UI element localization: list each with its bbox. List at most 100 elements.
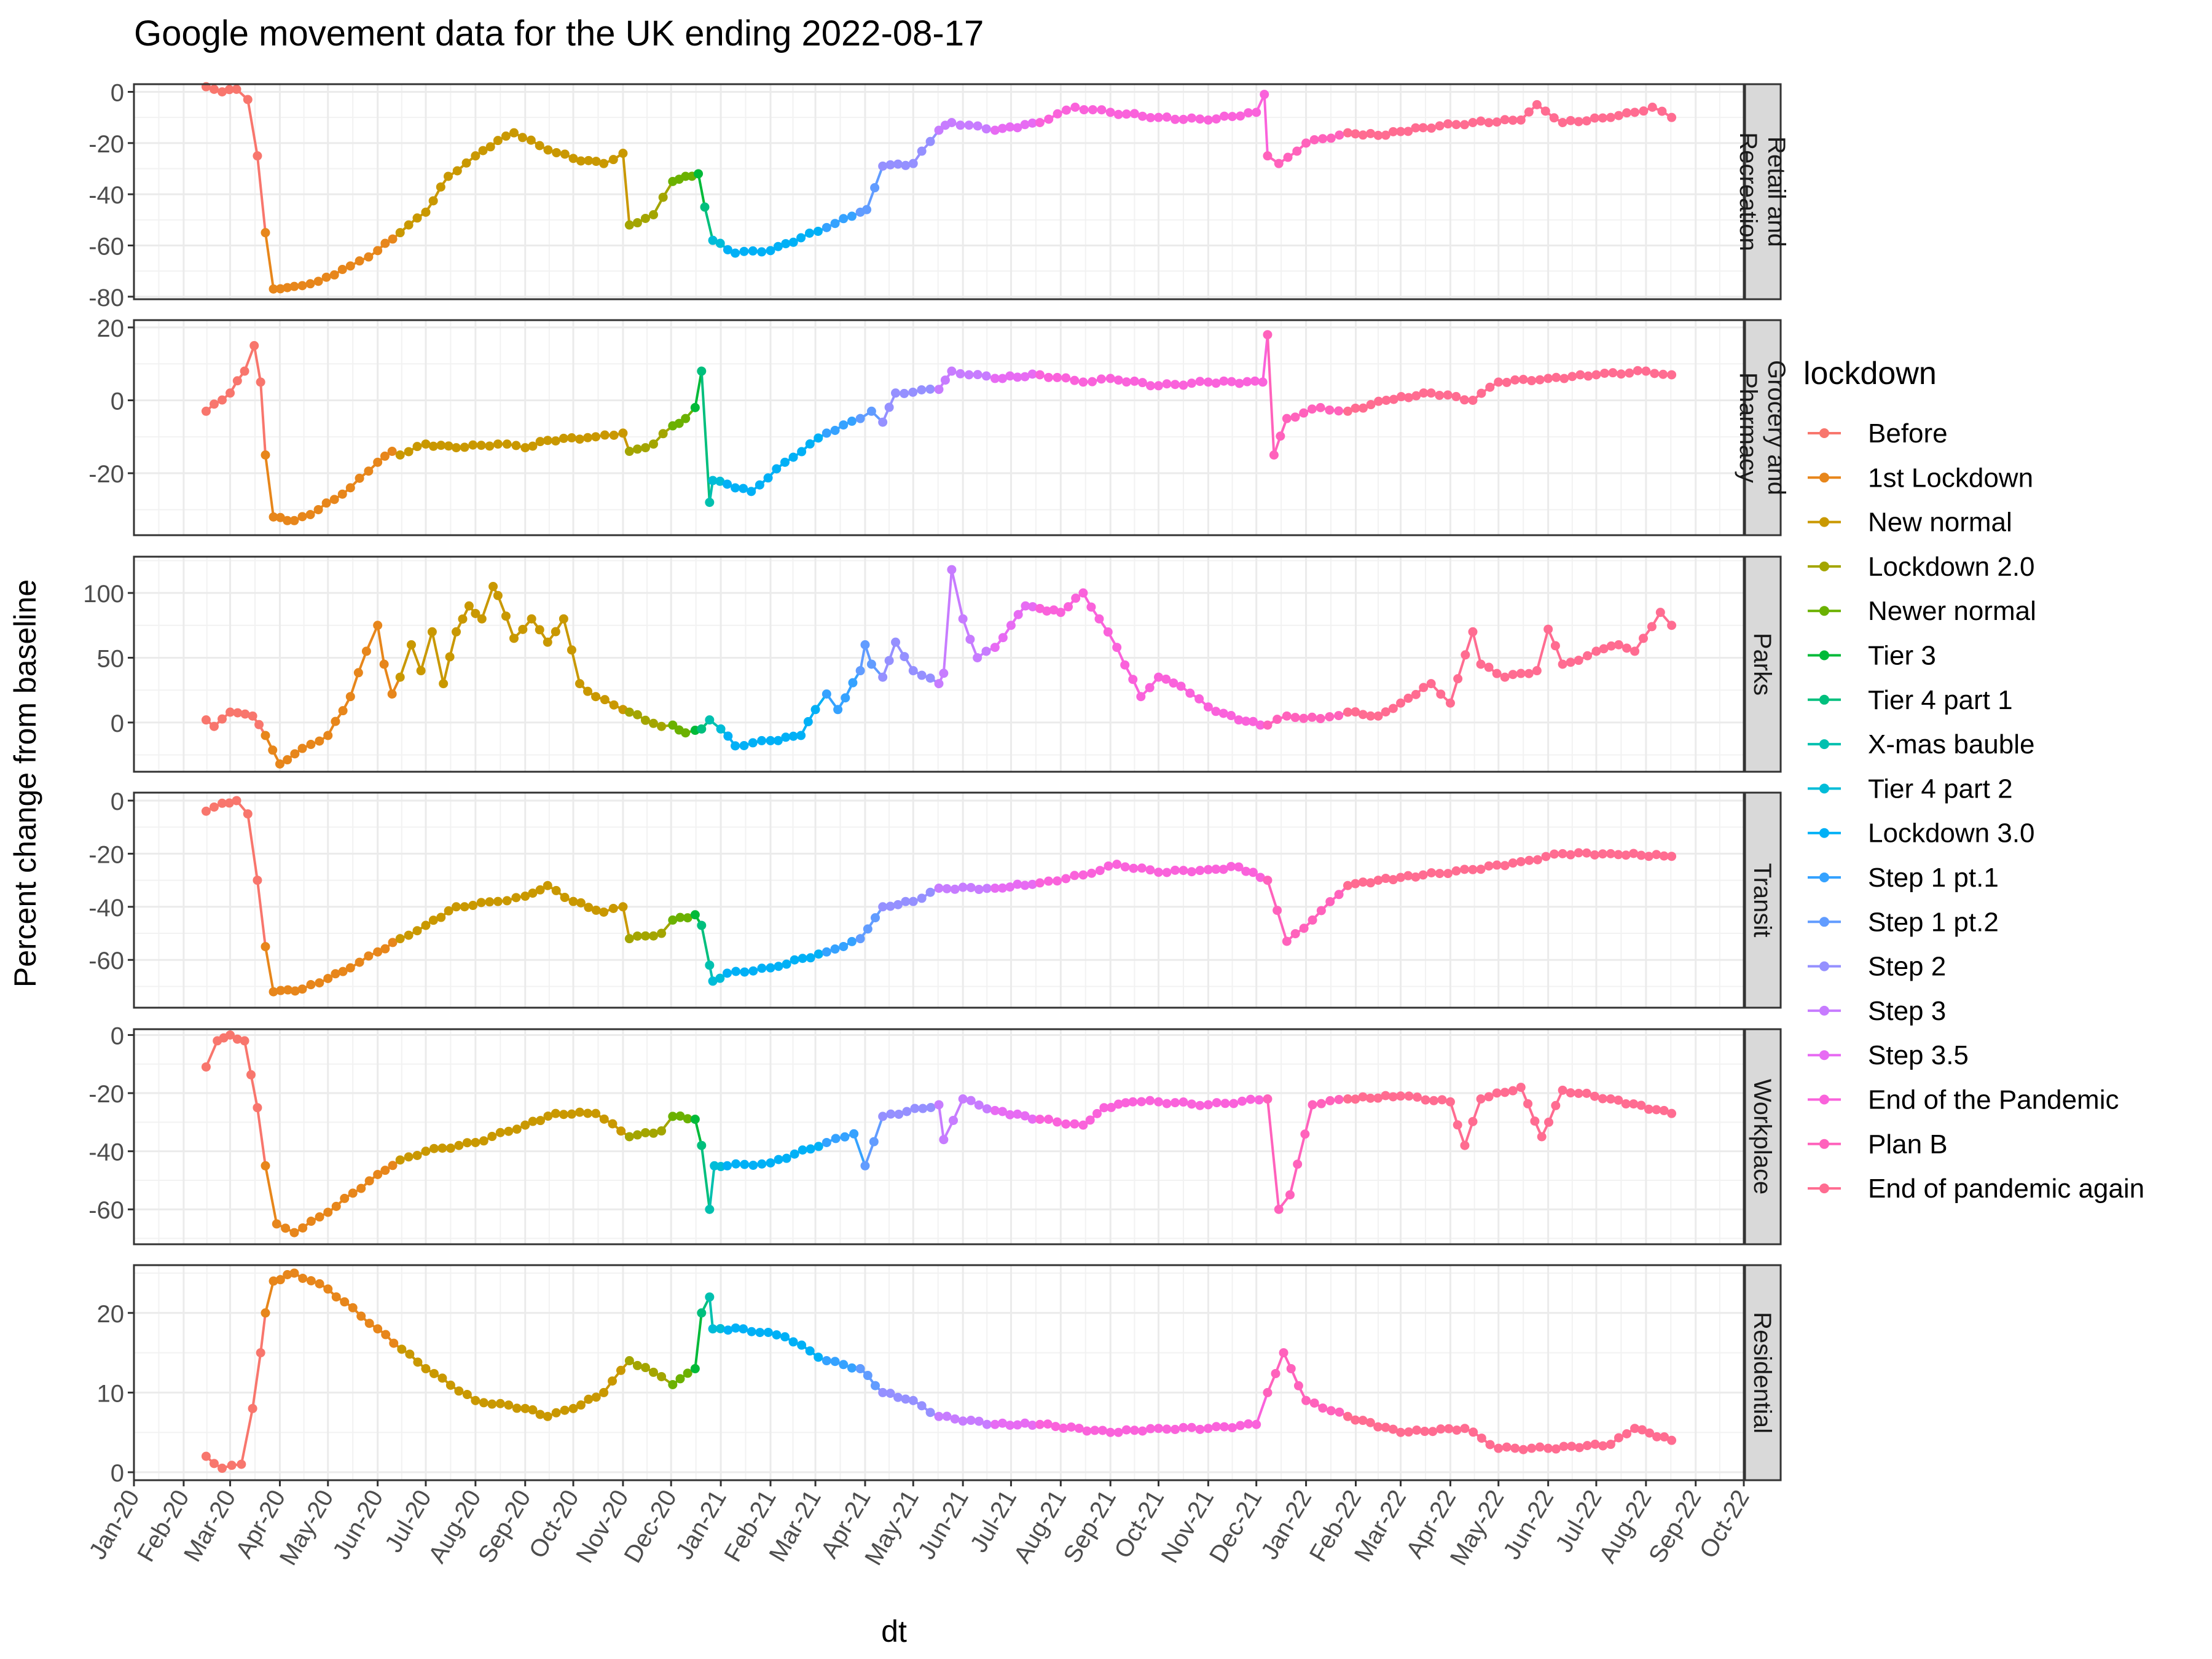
- data-point: [675, 1374, 685, 1384]
- y-axis-title: Percent change from baseline: [8, 579, 42, 987]
- data-point: [1606, 112, 1615, 122]
- data-point: [1170, 1098, 1180, 1108]
- data-point: [338, 706, 348, 716]
- data-point: [870, 1381, 880, 1390]
- data-point: [1381, 130, 1390, 140]
- data-point: [925, 1408, 935, 1418]
- data-point: [1334, 406, 1344, 416]
- data-point: [1121, 1098, 1131, 1108]
- data-point: [1212, 1098, 1222, 1108]
- facet-strip-label: Recreation: [1735, 132, 1762, 251]
- data-point: [1211, 378, 1221, 388]
- series-line-segment: [251, 1352, 262, 1409]
- data-point: [1621, 1099, 1631, 1109]
- data-point: [885, 160, 895, 170]
- data-point: [1263, 330, 1273, 340]
- data-point: [723, 731, 733, 741]
- data-point: [1343, 707, 1352, 717]
- data-point: [1582, 1441, 1592, 1451]
- data-point: [1005, 1110, 1015, 1120]
- data-point: [520, 1403, 530, 1413]
- data-point: [281, 1223, 291, 1233]
- data-point: [640, 443, 650, 453]
- legend-key-point: [1819, 961, 1829, 971]
- data-point: [755, 1328, 765, 1338]
- data-point: [723, 1325, 733, 1335]
- data-point: [275, 284, 285, 294]
- data-point: [520, 892, 530, 901]
- data-point: [773, 735, 783, 745]
- data-point: [1625, 368, 1634, 378]
- data-point: [1502, 1442, 1512, 1452]
- series-line-segment: [264, 1165, 278, 1225]
- data-point: [958, 1094, 968, 1104]
- data-point: [1211, 707, 1221, 716]
- data-point: [708, 1324, 718, 1334]
- data-point: [839, 420, 849, 430]
- data-point: [690, 1364, 700, 1374]
- data-point: [947, 118, 957, 127]
- data-point: [966, 1416, 976, 1426]
- data-point: [1351, 129, 1360, 139]
- data-point: [517, 133, 527, 143]
- data-point: [781, 239, 791, 249]
- data-point: [1254, 1095, 1264, 1105]
- data-point: [471, 1395, 480, 1405]
- data-point: [862, 205, 872, 214]
- series-line-segment: [256, 1107, 267, 1166]
- data-point: [445, 652, 455, 662]
- data-point: [833, 705, 843, 715]
- data-point: [428, 441, 438, 451]
- data-point: [1301, 138, 1311, 148]
- data-point: [1599, 368, 1609, 378]
- data-point: [323, 731, 333, 740]
- data-point: [283, 516, 292, 525]
- data-point: [511, 893, 521, 903]
- data-point: [747, 1327, 756, 1336]
- data-point: [412, 213, 422, 223]
- data-point: [504, 1126, 514, 1136]
- data-point: [283, 1269, 292, 1279]
- legend-item: Step 3: [1808, 996, 1946, 1026]
- data-point: [1403, 693, 1413, 703]
- data-point: [668, 1379, 678, 1389]
- data-point: [1255, 873, 1265, 882]
- data-point: [331, 716, 340, 726]
- data-point: [1652, 1432, 1662, 1441]
- data-point: [849, 1129, 859, 1139]
- data-point: [708, 976, 718, 986]
- data-point: [1544, 1117, 1554, 1127]
- data-point: [648, 718, 658, 728]
- data-point: [1316, 1099, 1326, 1108]
- data-point: [1655, 608, 1665, 618]
- y-tick-label: 0: [111, 788, 124, 815]
- data-point: [1242, 377, 1252, 386]
- data-point: [1263, 1094, 1273, 1104]
- data-point: [1530, 1116, 1540, 1126]
- data-point: [1274, 159, 1284, 168]
- data-point: [1020, 1418, 1030, 1428]
- data-point: [460, 902, 469, 912]
- data-point: [1518, 1445, 1528, 1454]
- data-point: [437, 1373, 447, 1383]
- data-point: [1574, 656, 1583, 665]
- data-point: [658, 192, 668, 202]
- data-point: [917, 1401, 927, 1411]
- series-line-segment: [205, 1040, 219, 1068]
- data-point: [917, 146, 927, 156]
- data-point: [444, 441, 453, 451]
- data-point: [715, 238, 725, 248]
- data-point: [306, 1217, 316, 1226]
- data-point: [1120, 660, 1130, 670]
- series-line-segment: [246, 814, 259, 880]
- data-point: [1145, 112, 1155, 122]
- data-point: [1429, 1096, 1438, 1105]
- data-point: [1064, 602, 1073, 612]
- data-point: [1427, 124, 1437, 133]
- data-point: [863, 924, 873, 934]
- panel-border: [133, 791, 1745, 1009]
- data-point: [583, 433, 593, 442]
- data-point: [705, 715, 715, 725]
- data-point: [1527, 1443, 1537, 1453]
- data-point: [657, 928, 667, 938]
